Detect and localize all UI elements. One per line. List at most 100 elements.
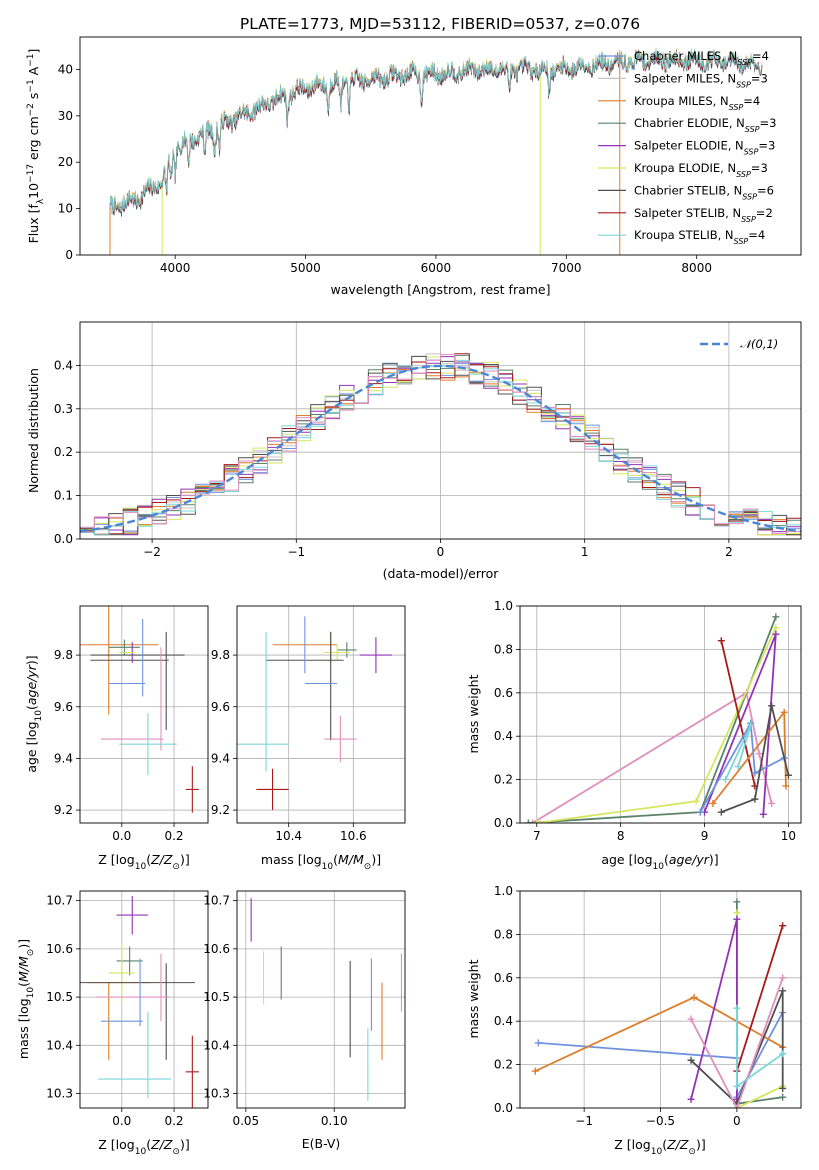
errorbar-point <box>324 644 351 661</box>
x-tick-label: 0 <box>733 1114 741 1128</box>
y-tick-label: 9.6 <box>54 700 73 714</box>
weight-marker <box>772 624 780 632</box>
x-tick-label: 5000 <box>290 261 321 275</box>
age-vs-Z-frame <box>79 605 209 824</box>
legend-nssp: 3 <box>760 161 767 175</box>
mass-vs-ebv-frame <box>236 890 406 1109</box>
age-vs-mass-frame <box>236 605 406 824</box>
x-tick-label: 4000 <box>160 261 191 275</box>
y-tick-label: 0.2 <box>494 773 513 787</box>
errorbar-point <box>185 766 199 813</box>
weight-series-line <box>736 901 783 1105</box>
y-tick-label: 1.0 <box>494 884 513 898</box>
legend-series-name: Kroupa MILES <box>634 94 713 108</box>
y-tick-label: 10.3 <box>203 1087 230 1101</box>
x-tick-label: 7000 <box>551 261 582 275</box>
weight-marker <box>768 702 776 710</box>
legend-series-name: Chabrier STELIB <box>634 183 726 197</box>
weight-series-line <box>736 912 784 1108</box>
x-tick-label: 10.6 <box>340 829 367 843</box>
weight-marker <box>722 776 730 784</box>
legend-entry: Chabrier ELODIE, NSSP=3 <box>634 116 776 134</box>
weight-marker <box>690 993 698 1001</box>
x-tick-label: 8 <box>617 829 625 843</box>
legend-series-name: Kroupa ELODIE <box>634 161 720 175</box>
residual-histogram <box>80 355 801 536</box>
x-tick-label: 10.4 <box>275 829 302 843</box>
y-tick-label: 30 <box>58 109 73 123</box>
y-tick-label: 0.0 <box>494 816 513 830</box>
y-tick-label: 10.5 <box>46 990 73 1004</box>
weight-marker <box>709 799 717 807</box>
legend-nssp: 2 <box>765 206 772 220</box>
residuals-ylabel: Normed distribution <box>26 368 41 493</box>
y-tick-label: 0.4 <box>494 729 513 743</box>
x-tick-label: 2 <box>725 545 733 559</box>
x-tick-label: 7 <box>533 829 541 843</box>
weight-marker <box>687 1015 695 1023</box>
x-tick-label: 10 <box>781 829 796 843</box>
weight-series-line <box>690 990 784 1106</box>
legend-entry: Salpeter ELODIE, NSSP=3 <box>634 139 775 157</box>
legend-nssp: 4 <box>753 94 760 108</box>
weight-vs-Z-lines <box>531 898 787 1108</box>
age-vs-mass-xlabel: mass [log10(M/M⊙)] <box>261 852 381 872</box>
legend-entry: Chabrier MILES, NSSP=4 <box>634 49 769 67</box>
y-tick-label: 9.4 <box>54 751 73 765</box>
legend-entry: Salpeter STELIB, NSSP=2 <box>634 206 773 224</box>
weight-vs-age-lines <box>524 613 792 823</box>
weight-marker <box>779 922 787 930</box>
weight-marker <box>733 898 741 906</box>
age-vs-mass-points <box>237 616 393 811</box>
y-tick-label: 10.7 <box>203 894 230 908</box>
weight-vs-age-axes: 7 8 9 10 0.0 0.2 0.4 0.6 0.8 1.0 age [log10(age/yr… <box>466 599 802 872</box>
y-tick-label: 10.5 <box>203 990 230 1004</box>
legend-series-name: Kroupa STELIB <box>634 228 718 242</box>
weight-vs-Z-axes: −1 −0.5 0 0.0 0.2 0.4 0.6 0.8 1.0 Z [log10(Z/Z⊙)]… <box>466 884 802 1157</box>
x-tick-label: −2 <box>143 545 161 559</box>
errorbar-point <box>337 642 357 658</box>
weight-marker <box>717 637 725 645</box>
x-tick-label: −1 <box>287 545 305 559</box>
x-tick-label: 0.2 <box>164 1114 183 1128</box>
y-tick-label: 1.0 <box>494 599 513 613</box>
weight-marker <box>733 909 741 917</box>
legend-nssp: 3 <box>768 139 775 153</box>
legend-nssp: 6 <box>767 183 774 197</box>
weight-marker <box>529 819 537 823</box>
weight-marker <box>772 630 780 638</box>
weight-marker <box>524 819 532 823</box>
mass-vs-Z-ylabel: mass [log10(M/M⊙)] <box>16 939 36 1059</box>
y-tick-label: 10.6 <box>46 942 73 956</box>
figure-title: PLATE=1773, MJD=53112, FIBERID=0537, z=0… <box>240 15 640 33</box>
errorbar-point <box>119 713 177 776</box>
gaussian-legend-label: 𝒩(0,1) <box>740 337 778 351</box>
errorbar-point <box>359 637 393 674</box>
y-tick-label: 9.2 <box>54 803 73 817</box>
residuals-xlabel: (data-model)/error <box>383 566 500 581</box>
weight-marker <box>531 1067 539 1075</box>
y-tick-label: 9.2 <box>211 803 230 817</box>
errorbar-point <box>185 1035 199 1108</box>
weight-marker <box>692 797 700 805</box>
weight-marker <box>779 987 787 995</box>
residual-histogram <box>80 353 801 535</box>
weight-marker <box>733 1104 741 1108</box>
legend-nssp: 3 <box>769 116 776 130</box>
legend-nssp: 4 <box>758 228 765 242</box>
errorbar-point <box>324 715 357 763</box>
weight-vs-age-xlabel: age [log10(age/yr)] <box>601 852 718 872</box>
weight-marker <box>755 750 763 758</box>
weight-marker <box>733 1004 741 1012</box>
spectrum-xlabel: wavelength [Angstrom, rest frame] <box>330 282 550 297</box>
legend-nssp: 3 <box>760 71 767 85</box>
residuals-axes: −2 −1 0 1 2 0.0 0.1 0.2 0.3 0.4 𝒩(0,1) (data-model)… <box>26 321 802 581</box>
weight-vs-age-ylabel: mass weight <box>466 674 481 753</box>
weight-vs-Z-ylabel: mass weight <box>466 959 481 1038</box>
weight-series-line <box>690 918 738 1100</box>
legend-entry: Chabrier STELIB, NSSP=6 <box>634 183 774 201</box>
weight-vs-age-frame <box>519 605 802 824</box>
y-tick-label: 10.4 <box>203 1038 230 1052</box>
y-tick-label: 0.4 <box>54 358 73 372</box>
y-tick-label: 0.6 <box>494 686 513 700</box>
